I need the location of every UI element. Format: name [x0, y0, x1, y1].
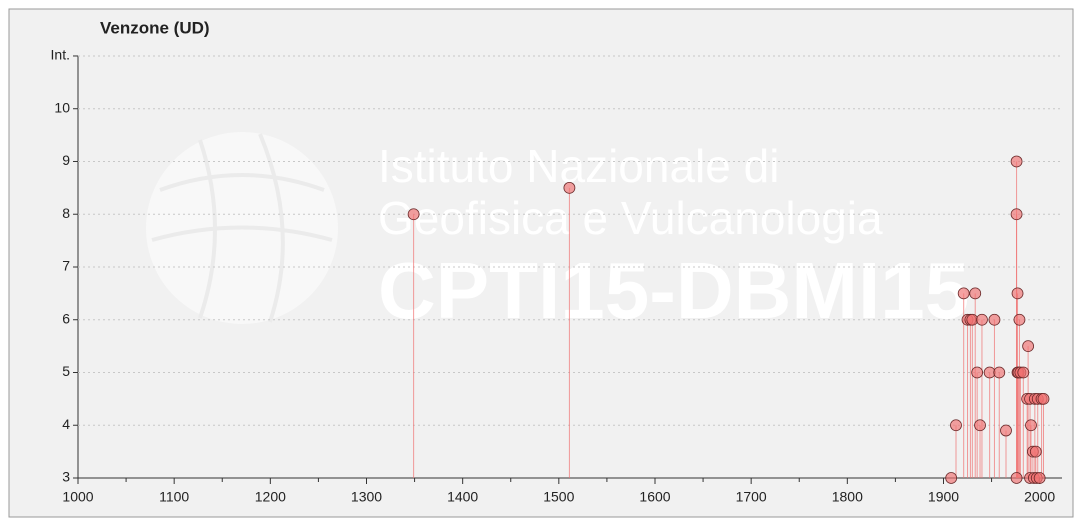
y-tick-label: 4 — [62, 416, 70, 432]
watermark: Geofisica e Vulcanologia — [378, 192, 883, 244]
point — [563, 181, 576, 194]
point — [976, 313, 988, 326]
x-tick-label: 1700 — [736, 489, 767, 505]
y-tick-label: Int. — [51, 47, 70, 63]
point — [1022, 340, 1035, 353]
x-tick-label: 1800 — [832, 489, 863, 505]
point — [993, 366, 1006, 379]
y-tick-label: 3 — [62, 469, 70, 485]
chart-title: Venzone (UD) — [100, 18, 210, 37]
x-tick-label: 1600 — [639, 489, 670, 505]
y-tick-label: 6 — [62, 310, 70, 326]
x-tick-label: 1400 — [447, 489, 478, 505]
point — [1033, 472, 1046, 484]
point — [1037, 392, 1050, 405]
point — [1010, 208, 1023, 221]
y-tick-label: 8 — [62, 205, 70, 221]
point — [1017, 366, 1030, 379]
y-tick-label: 10 — [54, 99, 70, 115]
x-tick-label: 1100 — [159, 489, 189, 505]
y-tick-label: 9 — [62, 152, 70, 168]
point — [1029, 445, 1042, 458]
x-tick-label: 1200 — [255, 489, 286, 505]
point — [1011, 287, 1024, 300]
y-tick-label: 5 — [62, 363, 70, 379]
point — [974, 419, 986, 432]
point — [971, 366, 984, 379]
x-tick-label: 1000 — [62, 489, 93, 505]
point — [1025, 419, 1037, 432]
x-tick-label: 1900 — [928, 489, 959, 505]
point — [969, 287, 982, 300]
point — [1010, 472, 1023, 484]
point — [950, 419, 962, 432]
watermark: CPTI15-DBMI15 — [378, 246, 969, 335]
point — [1013, 313, 1026, 326]
watermark-globe — [146, 132, 338, 324]
x-tick-label: 1500 — [543, 489, 574, 505]
point — [1000, 424, 1012, 437]
point — [407, 208, 420, 221]
point — [988, 313, 1001, 326]
x-tick-label: 2000 — [1024, 489, 1055, 505]
x-tick-label: 1300 — [351, 489, 382, 505]
point — [945, 472, 958, 484]
point — [1010, 155, 1023, 168]
watermark: Istituto Nazionale di — [378, 140, 779, 192]
point — [957, 287, 970, 300]
y-tick-label: 7 — [62, 258, 70, 274]
